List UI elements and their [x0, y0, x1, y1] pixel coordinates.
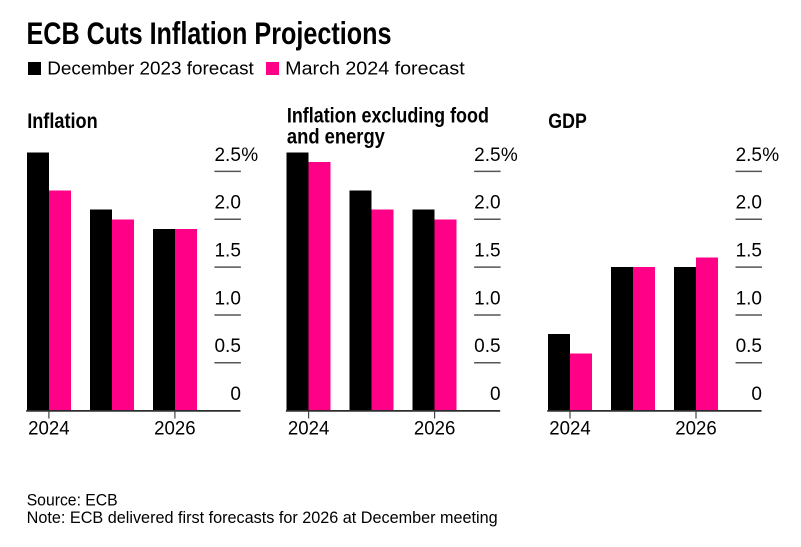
svg-text:Note: ECB delivered first fore: Note: ECB delivered first forecasts for …: [27, 509, 498, 527]
svg-text:2024: 2024: [549, 418, 591, 439]
svg-text:0: 0: [490, 384, 501, 405]
svg-text:2024: 2024: [28, 418, 70, 439]
svg-text:%: %: [762, 145, 779, 166]
svg-text:1.5: 1.5: [474, 241, 500, 262]
svg-text:Inflation excluding food: Inflation excluding food: [287, 105, 489, 128]
svg-text:%: %: [501, 145, 518, 166]
svg-text:0: 0: [751, 384, 762, 405]
svg-text:1.5: 1.5: [736, 241, 762, 262]
svg-text:0.5: 0.5: [736, 336, 762, 357]
svg-text:1.0: 1.0: [214, 288, 240, 309]
svg-text:2026: 2026: [414, 418, 456, 439]
svg-text:Inflation: Inflation: [27, 110, 98, 133]
svg-text:2.5: 2.5: [736, 145, 762, 166]
svg-text:December 2023 forecast: December 2023 forecast: [47, 59, 254, 79]
svg-text:2026: 2026: [154, 418, 196, 439]
svg-text:2.5: 2.5: [474, 145, 500, 166]
svg-text:2024: 2024: [288, 418, 330, 439]
svg-text:%: %: [241, 145, 258, 166]
svg-text:GDP: GDP: [548, 110, 587, 133]
svg-text:0.5: 0.5: [214, 336, 240, 357]
svg-text:1.0: 1.0: [736, 288, 762, 309]
svg-text:ECB Cuts Inflation Projections: ECB Cuts Inflation Projections: [27, 15, 392, 51]
svg-text:1.5: 1.5: [214, 241, 240, 262]
svg-text:March 2024 forecast: March 2024 forecast: [285, 59, 465, 79]
svg-text:2.0: 2.0: [214, 193, 240, 214]
svg-text:2026: 2026: [675, 418, 717, 439]
svg-text:2.0: 2.0: [736, 193, 762, 214]
svg-text:0.5: 0.5: [474, 336, 500, 357]
svg-text:0: 0: [230, 384, 241, 405]
svg-text:2.5: 2.5: [214, 145, 240, 166]
svg-text:2.0: 2.0: [474, 193, 500, 214]
svg-text:1.0: 1.0: [474, 288, 500, 309]
svg-text:Source: ECB: Source: ECB: [27, 491, 118, 509]
svg-text:and energy: and energy: [287, 125, 385, 148]
